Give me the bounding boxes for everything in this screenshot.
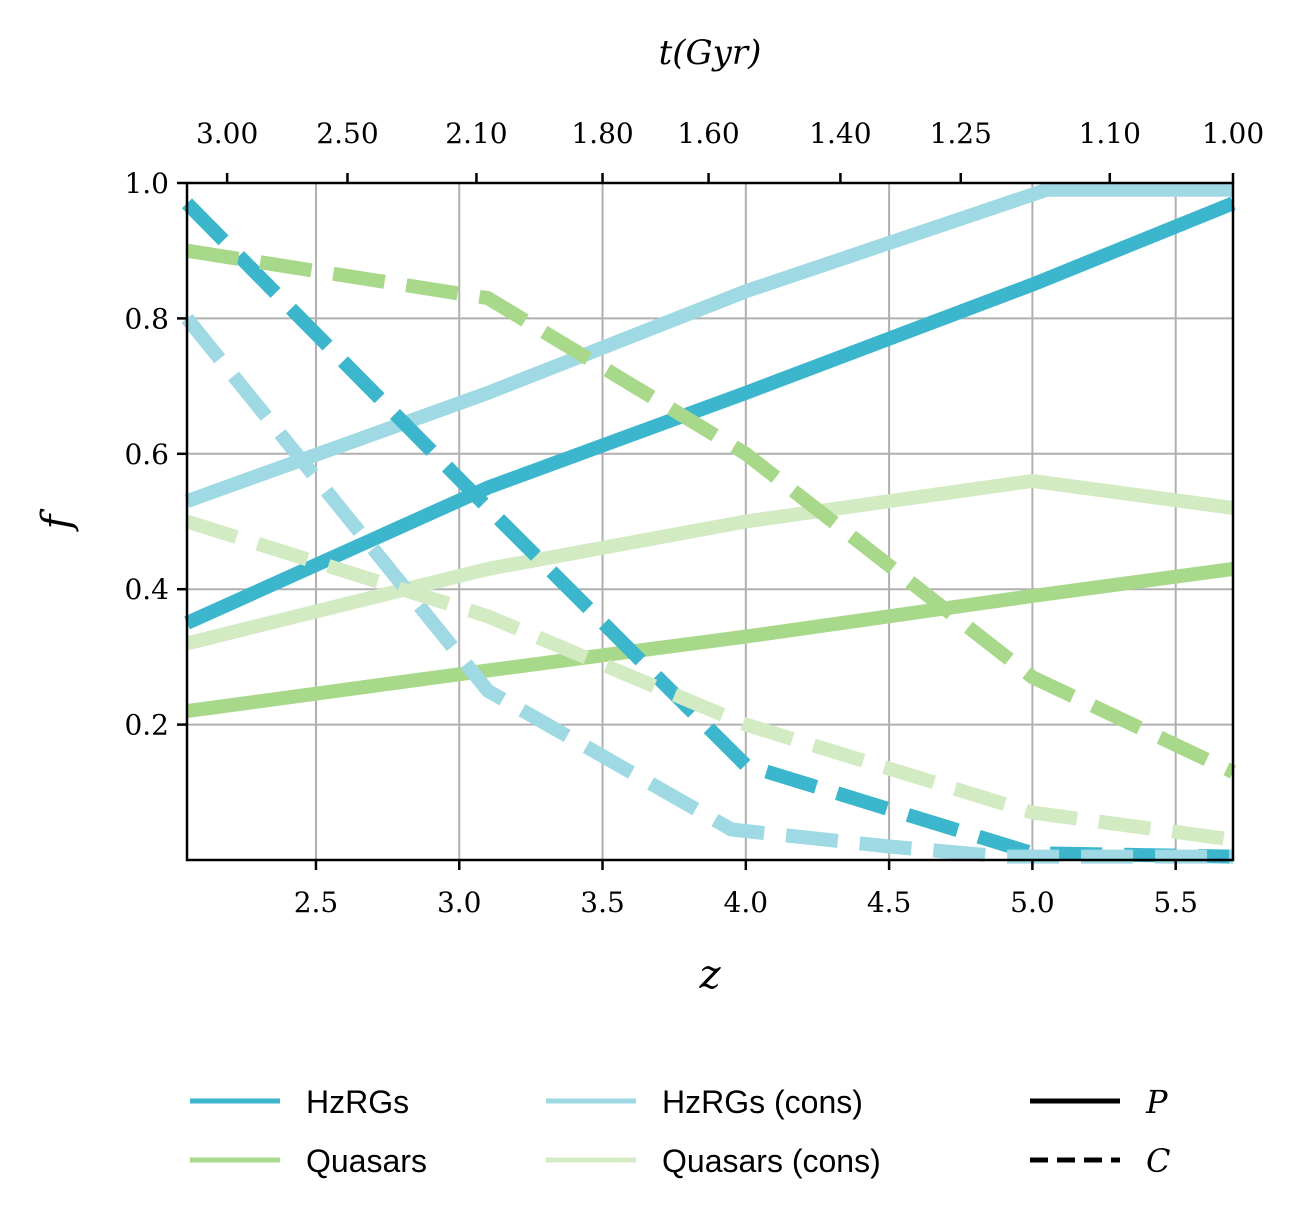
top-tick-label: 1.10 xyxy=(1079,117,1141,150)
series-line-quasars-c xyxy=(185,243,1236,779)
x-tick-label: 4.0 xyxy=(724,886,769,919)
y-tick-label: 0.8 xyxy=(124,302,169,335)
legend-label: Quasars (cons) xyxy=(662,1143,881,1179)
series-line-quasars-p xyxy=(186,561,1234,719)
series-layer xyxy=(181,182,1236,864)
legend-label: HzRGs (cons) xyxy=(662,1084,863,1120)
legend-label: Quasars xyxy=(306,1143,427,1179)
x-tick-label: 4.5 xyxy=(867,886,912,919)
top-axis-title: t(Gyr) xyxy=(659,33,762,73)
x-tick-label: 3.0 xyxy=(437,886,482,919)
y-tick-label: 0.6 xyxy=(124,438,169,471)
series-line-hzrgs-p xyxy=(184,196,1236,630)
x-axis-bottom: 2.5 3.0 3.5 4.0 4.5 5.0 5.5 xyxy=(294,860,1198,919)
series-line-hzrgs-cons-p xyxy=(184,182,1233,508)
y-tick-label: 0.4 xyxy=(124,573,169,606)
top-tick-label: 1.80 xyxy=(571,117,633,150)
x-tick-label: 5.0 xyxy=(1010,886,1055,919)
y-axis-left: 0.2 0.4 0.6 0.8 1.0 xyxy=(124,167,187,742)
top-tick-label: 1.40 xyxy=(809,117,871,150)
x-axis-title: z xyxy=(698,952,721,998)
y-tick-label: 1.0 xyxy=(124,167,169,200)
top-tick-label: 3.00 xyxy=(196,117,258,150)
grid xyxy=(187,182,1233,860)
series-line-hzrgs-cons-c xyxy=(181,314,1233,864)
legend-label: C xyxy=(1146,1142,1170,1180)
top-tick-label: 1.25 xyxy=(930,117,992,150)
x-tick-label: 2.5 xyxy=(294,886,339,919)
series-line-quasars-cons-c xyxy=(184,514,1234,847)
x-tick-label: 3.5 xyxy=(580,886,625,919)
x-tick-label: 5.5 xyxy=(1153,886,1198,919)
top-tick-label: 1.00 xyxy=(1202,117,1264,150)
top-tick-label: 1.60 xyxy=(677,117,739,150)
y-tick-label: 0.2 xyxy=(124,709,169,742)
top-tick-label: 2.50 xyxy=(316,117,378,150)
x-axis-top: 3.00 2.50 2.10 1.80 1.60 1.40 1.25 1.10 1.00 xyxy=(196,117,1264,183)
top-tick-label: 2.10 xyxy=(445,117,507,150)
legend: HzRGs Quasars HzRGs (cons) Quasars (cons) PC xyxy=(190,1083,1170,1180)
legend-label: P xyxy=(1145,1083,1168,1121)
plot-frame xyxy=(185,181,1235,862)
legend-label: HzRGs xyxy=(306,1084,409,1120)
series-line-quasars-cons-p xyxy=(185,473,1234,651)
